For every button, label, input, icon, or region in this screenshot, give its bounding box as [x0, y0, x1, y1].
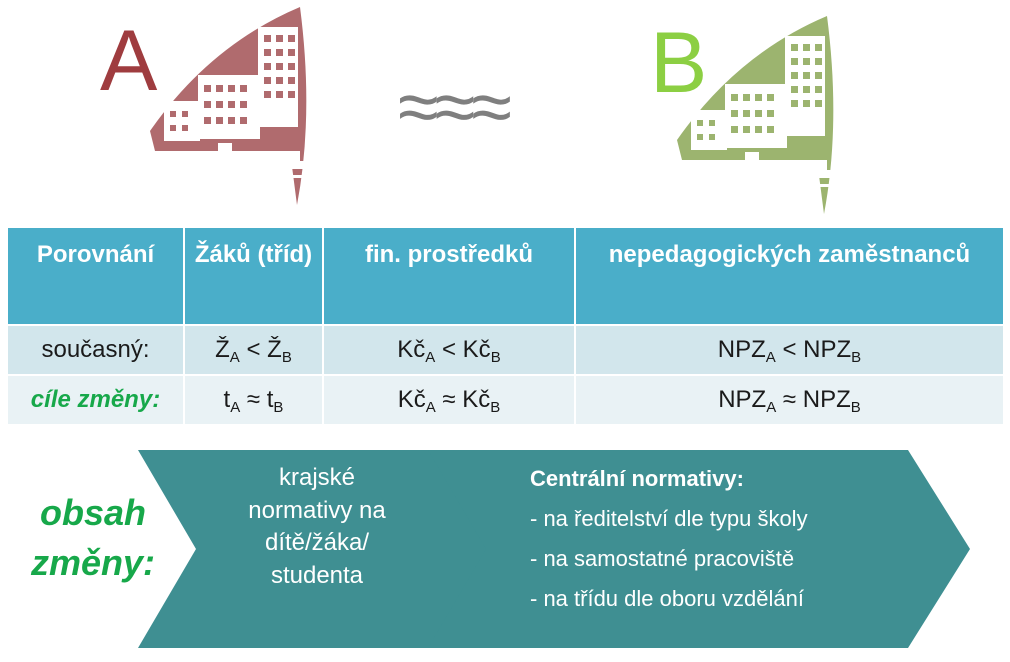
list-item: - na třídu dle oboru vzdělání	[530, 586, 804, 611]
table-cell: tA ≈ tB	[184, 374, 324, 424]
content-of-change-label: obsah změny:	[30, 492, 156, 584]
school-a-letter: A	[100, 13, 158, 109]
row-label: současný:	[8, 324, 185, 375]
header-cell: nepedagogických zaměstnanců	[575, 228, 1003, 325]
table-cell: NPZA ≈ NPZB	[575, 374, 1003, 424]
comparison-table: Porovnání Žáků (tříd) fin. prostředků ne…	[8, 228, 1003, 424]
table-cell: NPZA < NPZB	[575, 324, 1003, 375]
row-label: cíle změny:	[8, 374, 185, 424]
school-b-building-icon	[677, 16, 857, 214]
table-row-goal: cíle změny: tA ≈ tB KčA ≈ KčB NPZA ≈ NPZ…	[8, 374, 1003, 424]
central-normatives-title: Centrální normativy:	[530, 466, 744, 491]
table-cell: ŽA < ŽB	[184, 324, 324, 375]
list-item: - na ředitelství dle typu školy	[530, 506, 808, 531]
list-item: - na samostatné pracoviště	[530, 546, 795, 571]
central-normatives-block: Centrální normativy: - na ředitelství dl…	[530, 466, 808, 626]
header-cell: fin. prostředků	[323, 228, 576, 325]
table-header-row: Porovnání Žáků (tříd) fin. prostředků ne…	[8, 228, 1003, 325]
header-cell: Žáků (tříd)	[184, 228, 324, 325]
table-cell: KčA < KčB	[323, 324, 576, 375]
header-cell: Porovnání	[8, 228, 185, 325]
table-cell: KčA ≈ KčB	[323, 374, 576, 424]
chevron-arrow-central	[428, 450, 970, 648]
table-row-current: současný: ŽA < ŽB KčA < KčB NPZA < NPZB	[8, 324, 1003, 375]
school-b-letter: B	[650, 15, 708, 111]
school-a-building-icon	[150, 7, 330, 205]
chevron-arrow-regional	[138, 450, 488, 648]
approximately-equal-symbol: ≈≈≈	[398, 65, 512, 148]
regional-normatives-text: krajské normativy na dítě/žáka/ studenta	[248, 464, 386, 589]
